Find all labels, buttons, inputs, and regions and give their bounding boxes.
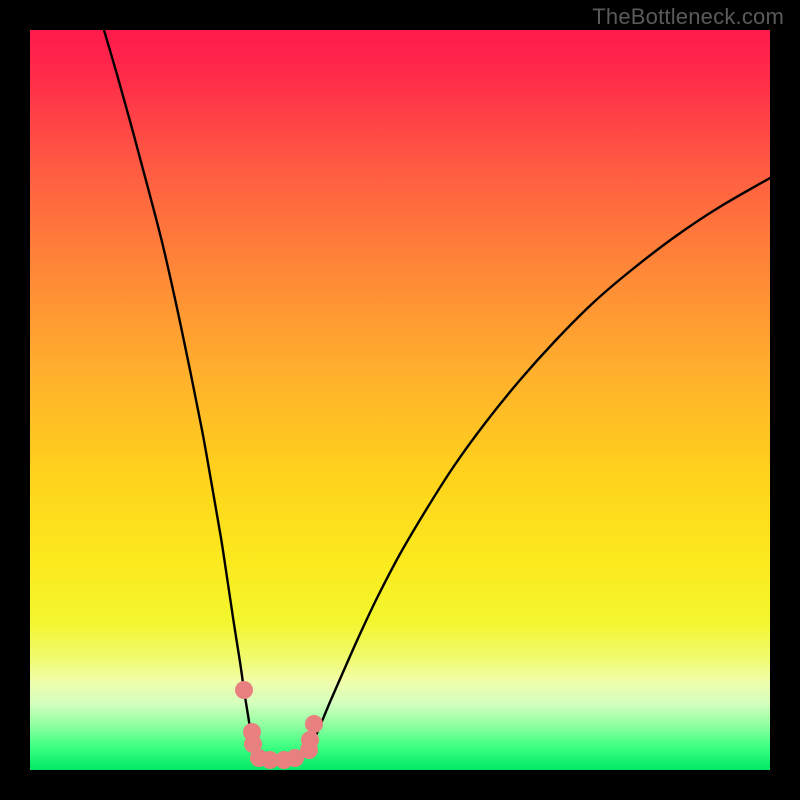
bottleneck-curve: [30, 30, 770, 770]
marker-group: [235, 681, 323, 769]
curve-left-branch: [104, 30, 280, 762]
watermark-text: TheBottleneck.com: [592, 4, 784, 30]
marker-point: [235, 681, 253, 699]
curve-right-branch: [280, 178, 770, 760]
marker-point: [301, 731, 319, 749]
marker-point: [305, 715, 323, 733]
plot-area: [30, 30, 770, 770]
